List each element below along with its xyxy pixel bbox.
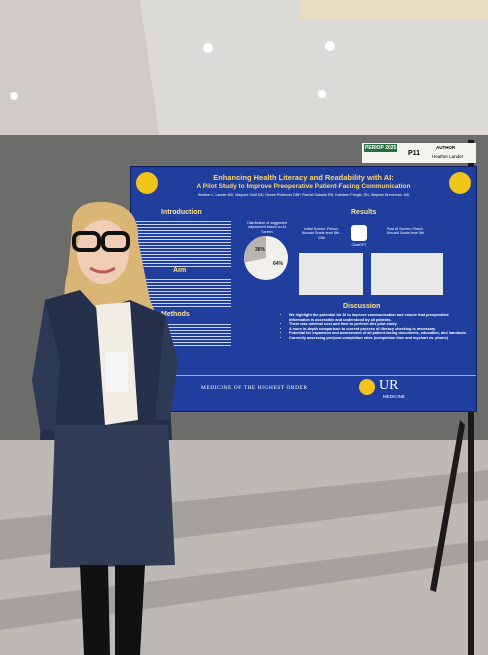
discussion-list: We highlight the potential for AI to imp… [281,313,469,341]
sample-text-after [371,253,443,295]
sleeves [32,300,178,430]
section-heading: Introduction [161,209,202,216]
logo-mark: UR [379,378,399,393]
initial-screen: Initial Screen: Flesch-Kincaid Grade lev… [301,227,342,240]
sign-event: PERIOP 2025 [364,144,398,152]
smile [89,266,116,274]
skirt [50,425,175,568]
badge [106,352,128,392]
poster-subtitle: A Pilot Study to Improve Preoperative Pa… [196,183,411,190]
chatgpt-icon [351,225,367,241]
ceiling-light [318,90,326,98]
section-heading: Results [351,209,377,216]
logo-left [136,172,158,194]
poster-title: Enhancing Health Literacy and Readabilit… [213,173,394,182]
sign-number: P11 [408,150,421,157]
poster: Enhancing Health Literacy and Readabilit… [130,166,477,412]
glasses [72,231,101,252]
post-screen: Post AI Screen: Flesch-Kincaid Grade lev… [386,227,425,236]
glasses [101,231,130,252]
chart-caption: Distribution of suggested adjustment bas… [247,221,287,234]
sign-name: Heather Lander [432,154,464,159]
ur-seal [359,379,375,395]
ceiling-light [325,41,335,51]
pie-slice [244,236,266,263]
ceiling-wall [0,0,160,140]
footer-motto: Medicine of the Highest Order [201,385,308,391]
legs [80,565,145,655]
tool-label: ChatGPT [351,243,367,247]
pie-label: 36% [255,247,266,253]
sign-role: AUTHOR [436,145,456,150]
discussion-item: There was minimal cost and time to perfo… [289,322,469,327]
logo-right [449,172,471,194]
discussion-item: Potential for expansion and assessment o… [289,331,469,336]
discussion-item: We highlight the potential for AI to imp… [289,313,469,322]
poster-authors: Heather L. Lander MD, Marjorie Gloff MD,… [197,193,410,197]
logo-word: MEDICINE [383,394,406,399]
aim-text [136,277,231,307]
ceiling-light [10,92,18,100]
sample-text-before [299,253,363,295]
discussion-item: Currently assessing pre/post completion … [289,336,469,341]
pie: 36% 64% [244,236,288,280]
section-heading: Aim [173,267,187,274]
pie-label: 64% [273,261,284,267]
discussion-item: A more in-depth comparison to current pr… [289,327,469,332]
divider [131,375,476,376]
intro-text [136,219,231,267]
easel-leg [430,420,465,592]
light-panel [300,0,488,20]
ceiling-light [203,43,213,53]
section-heading: Methods [161,311,190,318]
section-heading: Discussion [343,303,381,310]
